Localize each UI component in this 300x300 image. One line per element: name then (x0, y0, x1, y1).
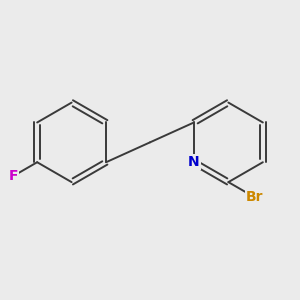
Text: F: F (9, 169, 18, 183)
Text: N: N (188, 155, 200, 169)
Text: Br: Br (246, 190, 264, 204)
